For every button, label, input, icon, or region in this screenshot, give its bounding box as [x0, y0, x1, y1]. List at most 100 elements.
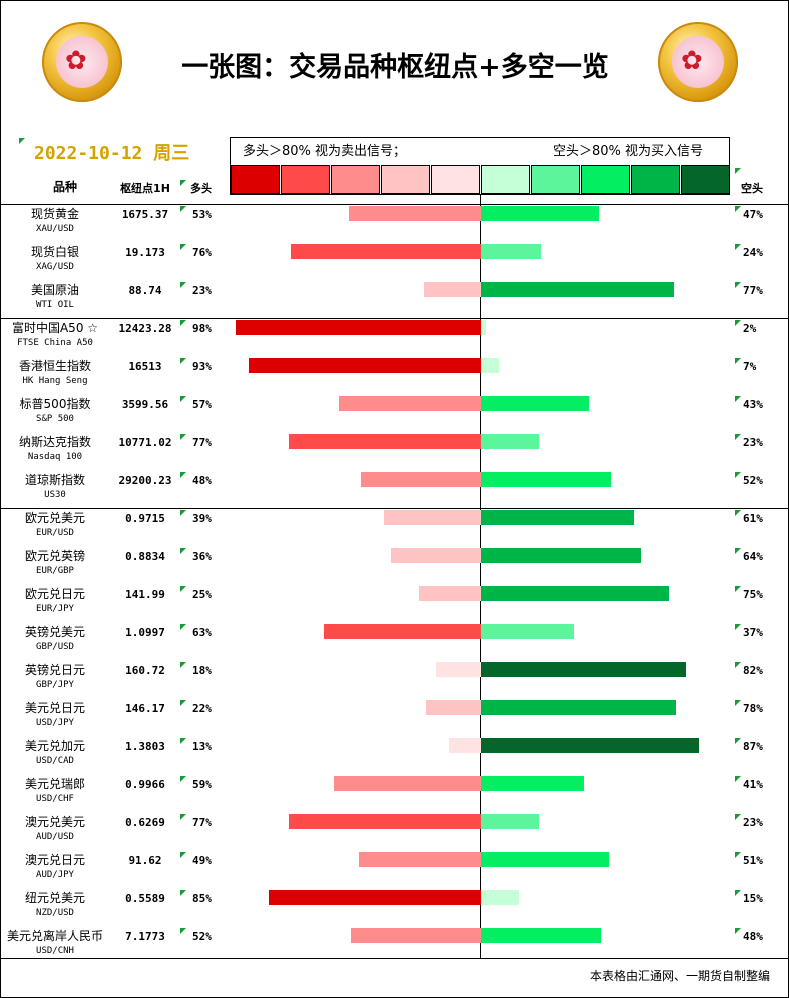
marker-icon — [735, 776, 741, 782]
marker-icon — [180, 890, 186, 896]
legend-swatch — [231, 165, 280, 194]
marker-icon — [735, 662, 741, 668]
marker-icon — [735, 928, 741, 934]
long-bar — [391, 548, 481, 563]
marker-icon — [735, 282, 741, 288]
short-bar — [481, 206, 599, 221]
short-pct-label: 2% — [743, 322, 757, 335]
marker-icon — [180, 282, 186, 288]
long-pct-label: 76% — [192, 246, 212, 259]
center-axis — [480, 195, 481, 958]
instrument-code: AUD/JPY — [36, 870, 74, 880]
long-pct-label: 39% — [192, 512, 212, 525]
short-pct-label: 23% — [743, 816, 763, 829]
marker-icon — [180, 472, 186, 478]
long-bar — [383, 510, 481, 525]
instrument-code: GBP/JPY — [36, 680, 74, 690]
long-bar — [333, 776, 481, 791]
marker-icon — [735, 548, 741, 554]
pivot-value: 1.0997 — [125, 626, 165, 639]
short-pct-label: 82% — [743, 664, 763, 677]
pivot-value: 160.72 — [125, 664, 165, 677]
long-bar — [268, 890, 481, 905]
long-pct-label: 93% — [192, 360, 212, 373]
marker-icon — [180, 434, 186, 440]
instrument-name: 英镑兑美元 — [24, 625, 85, 639]
page-title: 一张图：交易品种枢纽点+多空一览 — [181, 52, 609, 83]
gold-flower-medallion-icon: ✿ — [658, 22, 738, 102]
long-pct-label: 77% — [192, 436, 212, 449]
marker-icon — [180, 852, 186, 858]
marker-icon — [180, 928, 186, 934]
long-pct-label: 85% — [192, 892, 212, 905]
short-pct-label: 75% — [743, 588, 763, 601]
instrument-name: 富时中国A50 ☆ — [11, 321, 99, 335]
instrument-name: 道琼斯指数 — [24, 473, 85, 487]
instrument-code: US30 — [44, 490, 66, 500]
long-bar — [348, 206, 481, 221]
instrument-name: 欧元兑日元 — [24, 587, 85, 601]
marker-icon — [735, 168, 741, 174]
long-pct-label: 63% — [192, 626, 212, 639]
pivot-header: 枢纽点1H — [120, 182, 170, 195]
marker-icon — [180, 624, 186, 630]
instrument-name: 美元兑日元 — [24, 701, 85, 715]
instrument-code: FTSE China A50 — [17, 338, 93, 348]
instrument-name: 现货白银 — [30, 245, 79, 259]
instrument-name: 现货黄金 — [30, 207, 79, 221]
marker-icon — [180, 776, 186, 782]
instrument-name: 纽元兑美元 — [24, 891, 85, 905]
marker-icon — [735, 624, 741, 630]
marker-icon — [735, 396, 741, 402]
instrument-name: 纳斯达克指数 — [18, 435, 91, 449]
pivot-value: 10771.02 — [118, 436, 172, 449]
marker-icon — [19, 138, 25, 144]
instrument-name: 澳元兑日元 — [24, 853, 85, 867]
date-label: 2022-10-12 周三 — [34, 143, 189, 165]
long-pct-label: 22% — [192, 702, 212, 715]
long-pct-label: 59% — [192, 778, 212, 791]
pivot-value: 7.1773 — [125, 930, 165, 943]
short-bar — [481, 624, 574, 639]
short-bar — [481, 852, 609, 867]
instrument-code: XAU/USD — [36, 224, 74, 234]
long-pct-label: 98% — [192, 322, 212, 335]
marker-icon — [180, 358, 186, 364]
short-bar — [481, 510, 634, 525]
long-bar — [448, 738, 481, 753]
long-pct-label: 13% — [192, 740, 212, 753]
long-bar — [426, 700, 481, 715]
marker-icon — [735, 510, 741, 516]
instrument-name: 美元兑离岸人民币 — [6, 929, 103, 943]
pivot-value: 0.8834 — [125, 550, 165, 563]
short-pct-label: 15% — [743, 892, 763, 905]
marker-icon — [180, 586, 186, 592]
footer-credit: 本表格由汇通网、一期货自制整编 — [589, 969, 770, 983]
long-bar — [323, 624, 481, 639]
marker-icon — [735, 358, 741, 364]
short-pct-label: 78% — [743, 702, 763, 715]
short-pct-label: 41% — [743, 778, 763, 791]
short-header: 空头 — [741, 182, 763, 195]
instrument-code: S&P 500 — [36, 414, 74, 424]
short-bar — [481, 282, 674, 297]
date: 2022-10-12 — [34, 143, 143, 164]
instrument-name: 澳元兑美元 — [24, 815, 85, 829]
weekday: 周三 — [153, 143, 190, 164]
short-pct-label: 64% — [743, 550, 763, 563]
marker-icon — [735, 320, 741, 326]
pivot-value: 141.99 — [125, 588, 165, 601]
marker-icon — [735, 738, 741, 744]
long-header: 多头 — [190, 182, 212, 195]
gold-flower-medallion-icon: ✿ — [42, 22, 122, 102]
pivot-value: 0.6269 — [125, 816, 165, 829]
short-pct-label: 51% — [743, 854, 763, 867]
short-bar — [481, 700, 676, 715]
short-bar — [481, 434, 539, 449]
short-bar — [481, 396, 589, 411]
marker-icon — [180, 244, 186, 250]
long-bar — [248, 358, 481, 373]
instrument-code: USD/JPY — [36, 718, 74, 728]
long-pct-label: 57% — [192, 398, 212, 411]
